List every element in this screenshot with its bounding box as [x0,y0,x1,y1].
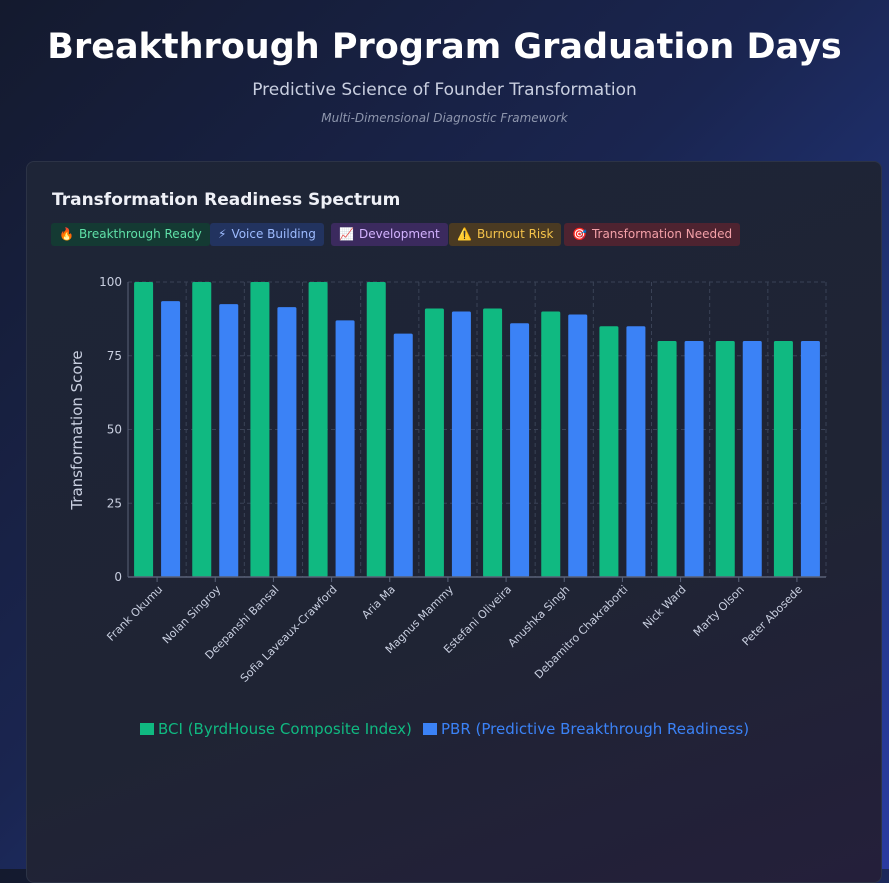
legend-swatch-bci [140,723,154,735]
warning-icon: ⚠️ [457,227,472,241]
chart-card-title: Transformation Readiness Spectrum [52,190,401,210]
legend-swatch-pbr [423,723,437,735]
fire-icon: 🔥 [59,227,74,241]
legend-label: PBR (Predictive Breakthrough Readiness) [441,720,750,738]
badge-breakthrough-ready: 🔥 Breakthrough Ready [51,223,210,246]
badge-label: Development [358,227,440,241]
badge-development: 📈 Development [331,223,448,246]
legend-label: BCI (ByrdHouse Composite Index) [158,720,412,738]
badge-label: Voice Building [231,227,316,241]
badge-burnout-risk: ⚠️ Burnout Risk [449,223,562,246]
badge-transformation-needed: 🎯 Transformation Needed [564,223,741,246]
chart-up-icon: 📈 [339,227,354,241]
page-subtitle: Predictive Science of Founder Transforma… [252,80,637,100]
badge-label: Burnout Risk [476,227,554,241]
badge-voice-building: ⚡ Voice Building [210,223,324,246]
page-tagline: Multi-Dimensional Diagnostic Framework [321,111,568,125]
legend-item-pbr[interactable]: PBR (Predictive Breakthrough Readiness) [423,720,749,738]
lightning-icon: ⚡ [218,227,227,241]
badge-label: Transformation Needed [591,227,733,241]
badge-label: Breakthrough Ready [78,227,202,241]
legend-item-bci[interactable]: BCI (ByrdHouse Composite Index) [140,720,412,738]
chart-card: Transformation Readiness Spectrum 🔥 Break… [26,161,882,883]
page-title: Breakthrough Program Graduation Days [47,27,842,67]
target-icon: 🎯 [572,227,587,241]
